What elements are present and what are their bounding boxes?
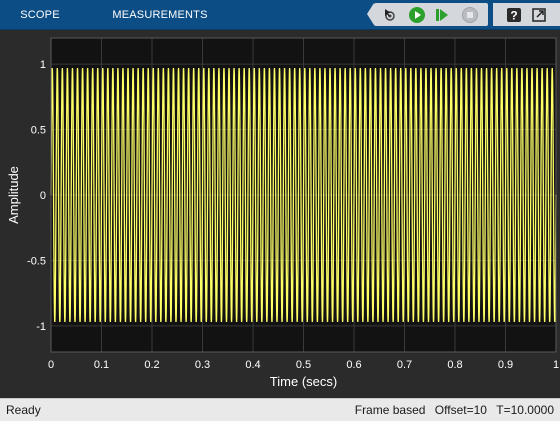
x-tick-label: 0	[48, 359, 54, 371]
time-value: T=10.0000	[496, 403, 554, 417]
help-icon[interactable]: ?	[504, 5, 524, 24]
step-forward-icon[interactable]	[432, 5, 452, 24]
x-tick-labels: 0 0.1 0.2 0.3 0.4 0.5 0.6 0.7 0.8 0.9 1	[48, 359, 559, 371]
x-axis-label: Time (secs)	[270, 374, 337, 389]
simulation-controls	[367, 3, 488, 26]
tab-measurements[interactable]: MEASUREMENTS	[112, 9, 208, 21]
x-tick-label: 0.3	[195, 359, 210, 371]
axes-frame	[50, 37, 557, 353]
tab-scope[interactable]: SCOPE	[20, 9, 60, 21]
x-tick-label: 0.5	[296, 359, 311, 371]
signal-line	[50, 68, 557, 322]
x-tick-label: 0.1	[94, 359, 109, 371]
scope-plot[interactable]: 0 0.1 0.2 0.3 0.4 0.5 0.6 0.7 0.8 0.9 1 1 0.5 0 -0.5 -…	[0, 30, 560, 398]
status-bar: Ready Frame based Offset=10 T=10.0000	[0, 398, 560, 421]
x-tick-label: 0.6	[346, 359, 361, 371]
y-tick-labels: 1 0.5 0 -0.5 -1	[27, 59, 46, 333]
frame-mode: Frame based	[354, 403, 426, 417]
svg-text:?: ?	[510, 8, 517, 22]
pointer-settings-icon[interactable]	[380, 5, 400, 24]
y-axis-label: Amplitude	[6, 166, 21, 224]
scope-display: 0 0.1 0.2 0.3 0.4 0.5 0.6 0.7 0.8 0.9 1 1 0.5 0 -0.5 -…	[0, 30, 560, 398]
y-tick-label: -0.5	[27, 255, 46, 267]
status-state: Ready	[6, 403, 41, 417]
x-tick-label: 0.7	[397, 359, 412, 371]
y-tick-label: 1	[40, 59, 46, 71]
y-tick-label: 0	[40, 190, 46, 202]
scope-toolstrip: SCOPE MEASUREMENTS	[0, 0, 560, 30]
x-tick-label: 0.9	[498, 359, 513, 371]
help-controls: ?	[493, 3, 560, 26]
x-tick-label: 0.4	[245, 359, 260, 371]
x-tick-label: 1	[553, 359, 559, 371]
status-info: Frame based Offset=10 T=10.0000	[349, 403, 554, 417]
offset-value: Offset=10	[434, 403, 487, 417]
stop-icon[interactable]	[460, 5, 480, 24]
x-tick-label: 0.8	[447, 359, 462, 371]
signal-trace	[50, 68, 557, 322]
x-tick-label: 0.2	[144, 359, 159, 371]
run-icon[interactable]	[407, 5, 427, 24]
undock-icon[interactable]	[529, 5, 549, 24]
y-tick-label: 0.5	[31, 125, 46, 137]
y-tick-label: -1	[36, 321, 46, 333]
